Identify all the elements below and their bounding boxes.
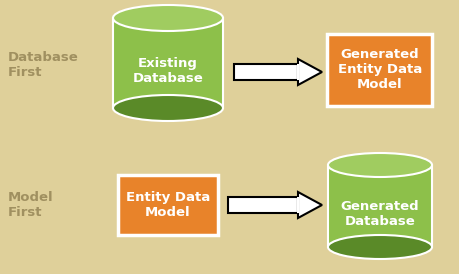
FancyBboxPatch shape [297, 197, 298, 213]
Text: Entity Data
Model: Entity Data Model [126, 191, 210, 219]
FancyBboxPatch shape [297, 64, 298, 80]
Ellipse shape [113, 5, 223, 31]
FancyBboxPatch shape [113, 18, 223, 108]
FancyBboxPatch shape [234, 64, 297, 80]
Ellipse shape [327, 153, 431, 177]
Text: Generated
Database: Generated Database [340, 200, 419, 228]
FancyBboxPatch shape [118, 175, 218, 235]
FancyBboxPatch shape [327, 34, 431, 106]
Text: Generated
Entity Data
Model: Generated Entity Data Model [337, 48, 421, 92]
Text: Model
First: Model First [8, 191, 54, 219]
FancyBboxPatch shape [228, 197, 297, 213]
Polygon shape [297, 192, 321, 218]
Polygon shape [297, 59, 321, 85]
FancyBboxPatch shape [327, 165, 431, 247]
Ellipse shape [113, 95, 223, 121]
Ellipse shape [327, 235, 431, 259]
Text: Existing
Database: Existing Database [132, 57, 203, 85]
Text: Database
First: Database First [8, 51, 78, 79]
